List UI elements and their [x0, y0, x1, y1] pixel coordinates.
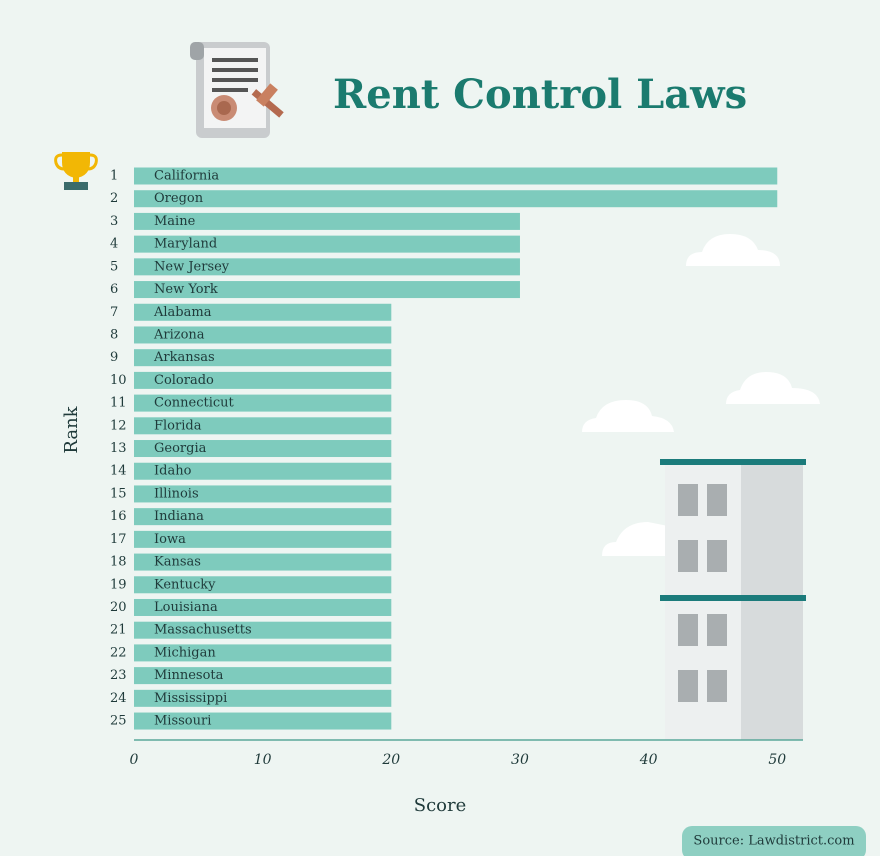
bar	[134, 190, 778, 208]
bar	[134, 712, 392, 730]
category-label: New York	[154, 282, 218, 297]
bar	[134, 598, 392, 616]
bar	[134, 576, 392, 594]
category-label: Missouri	[154, 714, 211, 729]
category-label: Iowa	[154, 532, 186, 547]
x-tick-label: 50	[768, 752, 786, 768]
bar	[134, 417, 392, 435]
bar	[134, 212, 520, 230]
x-tick-label: 0	[130, 752, 139, 768]
category-label: Maine	[154, 214, 196, 229]
rank-label: 23	[110, 668, 127, 683]
x-tick-label: 30	[511, 752, 529, 768]
rank-label: 4	[110, 237, 118, 252]
category-label: Connecticut	[154, 396, 235, 411]
category-label: Georgia	[154, 441, 207, 456]
rank-label: 18	[110, 555, 127, 570]
bar	[134, 485, 392, 503]
category-label: Kansas	[154, 555, 201, 570]
rank-label: 16	[110, 509, 127, 524]
rank-label: 20	[110, 600, 127, 615]
bar	[134, 689, 392, 707]
rank-label: 17	[110, 532, 127, 547]
rank-label: 1	[110, 169, 118, 184]
bar	[134, 258, 520, 276]
category-label: Indiana	[154, 509, 204, 524]
rank-label: 19	[110, 577, 127, 592]
rank-label: 8	[110, 327, 118, 342]
source: Source: Lawdistrict.com	[693, 834, 854, 849]
bar	[134, 326, 392, 344]
bar	[134, 644, 392, 662]
bar	[134, 530, 392, 548]
category-label: California	[154, 169, 219, 184]
rank-label: 12	[110, 418, 127, 433]
rank-label: 14	[110, 464, 127, 479]
source-badge	[682, 826, 866, 856]
bar	[134, 508, 392, 526]
category-label: Illinois	[154, 486, 199, 501]
rank-label: 15	[110, 486, 127, 501]
category-label: Alabama	[153, 305, 212, 320]
rank-label: 21	[110, 623, 127, 638]
category-label: Mississippi	[154, 691, 227, 706]
bar	[134, 167, 778, 185]
category-label: Louisiana	[154, 600, 218, 615]
bar	[134, 371, 392, 389]
rank-label: 3	[110, 214, 118, 229]
rank-label: 25	[110, 714, 127, 729]
category-label: Arkansas	[153, 350, 215, 365]
bar	[134, 621, 392, 639]
bar	[134, 667, 392, 685]
rank-label: 6	[110, 282, 118, 297]
rank-label: 22	[110, 645, 127, 660]
rank-label: 13	[110, 441, 127, 456]
rank-label: 24	[110, 691, 127, 706]
bar	[134, 349, 392, 367]
category-label: Maryland	[154, 237, 217, 252]
category-label: Oregon	[154, 191, 204, 206]
category-label: Florida	[154, 418, 202, 433]
category-label: Colorado	[154, 373, 214, 388]
bar	[134, 394, 392, 412]
category-label: Michigan	[154, 645, 216, 660]
rank-label: 11	[110, 396, 127, 411]
category-label: Massachusetts	[154, 623, 252, 638]
rank-label: 7	[110, 305, 118, 320]
rank-label: 5	[110, 259, 118, 274]
rank-label: 10	[110, 373, 127, 388]
category-label: Arizona	[153, 327, 205, 342]
trophy-icon	[54, 152, 98, 190]
bar	[134, 553, 392, 571]
bar	[134, 462, 392, 480]
category-label: Minnesota	[154, 668, 224, 683]
clouds	[582, 234, 820, 556]
chart-title: Rent Control Laws	[333, 71, 747, 118]
bar	[134, 281, 520, 299]
x-axis-label: Score	[414, 795, 467, 816]
x-tick-label: 10	[254, 752, 272, 768]
x-tick-label: 40	[639, 752, 658, 768]
category-label: Idaho	[154, 464, 192, 479]
category-label: Kentucky	[154, 577, 216, 592]
bar	[134, 303, 392, 321]
x-tick-label: 20	[381, 752, 400, 768]
building	[660, 459, 806, 740]
y-axis-label: Rank	[61, 405, 82, 453]
bar	[134, 235, 520, 253]
rank-label: 2	[110, 191, 118, 206]
category-label: New Jersey	[154, 259, 230, 274]
rank-label: 9	[110, 350, 118, 365]
bar	[134, 440, 392, 458]
document-icon	[190, 42, 284, 138]
